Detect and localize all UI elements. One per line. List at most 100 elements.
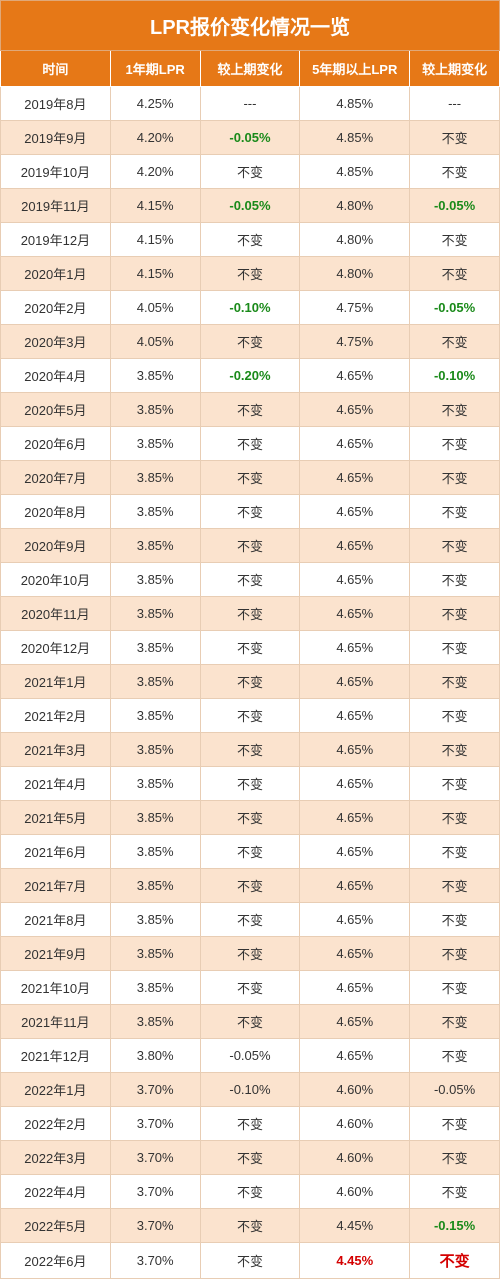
cell-lpr1: 3.85% (110, 971, 200, 1005)
cell-lpr5: 4.85% (300, 87, 410, 121)
cell-chg1: 不变 (200, 835, 300, 869)
cell-lpr5: 4.75% (300, 291, 410, 325)
cell-chg1: -0.05% (200, 189, 300, 223)
cell-chg5: 不变 (410, 903, 500, 937)
cell-lpr1: 3.85% (110, 903, 200, 937)
cell-date: 2021年7月 (1, 869, 111, 903)
cell-chg5: 不变 (410, 257, 500, 291)
cell-chg1: 不变 (200, 427, 300, 461)
cell-lpr1: 4.15% (110, 223, 200, 257)
cell-date: 2022年1月 (1, 1073, 111, 1107)
cell-lpr5: 4.60% (300, 1073, 410, 1107)
cell-lpr1: 4.25% (110, 87, 200, 121)
cell-chg1: 不变 (200, 665, 300, 699)
cell-lpr5: 4.65% (300, 767, 410, 801)
table-row: 2020年5月3.85%不变4.65%不变 (1, 393, 500, 427)
table-row: 2021年10月3.85%不变4.65%不变 (1, 971, 500, 1005)
table-header-row: 时间 1年期LPR 较上期变化 5年期以上LPR 较上期变化 (1, 51, 500, 87)
cell-lpr1: 3.85% (110, 597, 200, 631)
cell-chg5: 不变 (410, 1039, 500, 1073)
cell-chg5: 不变 (410, 869, 500, 903)
cell-lpr1: 3.70% (110, 1209, 200, 1243)
cell-lpr5: 4.65% (300, 393, 410, 427)
cell-date: 2021年9月 (1, 937, 111, 971)
cell-date: 2022年2月 (1, 1107, 111, 1141)
cell-lpr1: 4.20% (110, 155, 200, 189)
cell-date: 2021年3月 (1, 733, 111, 767)
table-row: 2019年10月4.20%不变4.85%不变 (1, 155, 500, 189)
table-row: 2020年11月3.85%不变4.65%不变 (1, 597, 500, 631)
table-row: 2020年9月3.85%不变4.65%不变 (1, 529, 500, 563)
cell-lpr1: 3.85% (110, 631, 200, 665)
cell-lpr5: 4.75% (300, 325, 410, 359)
cell-date: 2021年5月 (1, 801, 111, 835)
cell-chg5: 不变 (410, 155, 500, 189)
table-row: 2021年3月3.85%不变4.65%不变 (1, 733, 500, 767)
cell-chg1: 不变 (200, 563, 300, 597)
cell-chg5: 不变 (410, 1141, 500, 1175)
cell-chg5: -0.15% (410, 1209, 500, 1243)
cell-lpr1: 3.85% (110, 1005, 200, 1039)
cell-lpr1: 4.05% (110, 291, 200, 325)
cell-date: 2022年5月 (1, 1209, 111, 1243)
cell-date: 2020年11月 (1, 597, 111, 631)
col-time: 时间 (1, 51, 111, 87)
cell-chg5: -0.05% (410, 291, 500, 325)
table-row: 2021年8月3.85%不变4.65%不变 (1, 903, 500, 937)
col-chg1: 较上期变化 (200, 51, 300, 87)
cell-lpr5: 4.65% (300, 1039, 410, 1073)
cell-chg5: 不变 (410, 597, 500, 631)
cell-lpr5: 4.85% (300, 121, 410, 155)
col-lpr1: 1年期LPR (110, 51, 200, 87)
cell-date: 2021年10月 (1, 971, 111, 1005)
cell-lpr1: 3.85% (110, 835, 200, 869)
cell-chg5: 不变 (410, 223, 500, 257)
cell-lpr5: 4.60% (300, 1107, 410, 1141)
cell-lpr5: 4.60% (300, 1141, 410, 1175)
cell-chg5: 不变 (410, 427, 500, 461)
cell-date: 2021年1月 (1, 665, 111, 699)
table-row: 2019年12月4.15%不变4.80%不变 (1, 223, 500, 257)
cell-lpr5: 4.45% (300, 1243, 410, 1279)
cell-chg1: 不变 (200, 495, 300, 529)
cell-chg5: 不变 (410, 801, 500, 835)
cell-date: 2022年3月 (1, 1141, 111, 1175)
cell-chg5: 不变 (410, 563, 500, 597)
cell-chg1: -0.20% (200, 359, 300, 393)
cell-lpr1: 3.70% (110, 1107, 200, 1141)
cell-lpr1: 3.85% (110, 393, 200, 427)
cell-date: 2020年4月 (1, 359, 111, 393)
cell-lpr1: 3.85% (110, 767, 200, 801)
cell-lpr1: 3.70% (110, 1141, 200, 1175)
cell-lpr5: 4.65% (300, 665, 410, 699)
cell-date: 2021年8月 (1, 903, 111, 937)
cell-lpr5: 4.65% (300, 937, 410, 971)
lpr-table: LPR报价变化情况一览 时间 1年期LPR 较上期变化 5年期以上LPR 较上期… (0, 0, 500, 1279)
cell-date: 2021年11月 (1, 1005, 111, 1039)
cell-chg1: 不变 (200, 699, 300, 733)
cell-chg5: 不变 (410, 529, 500, 563)
cell-chg1: 不变 (200, 1107, 300, 1141)
cell-lpr1: 3.85% (110, 529, 200, 563)
cell-chg1: 不变 (200, 1175, 300, 1209)
cell-chg5: 不变 (410, 461, 500, 495)
cell-date: 2021年4月 (1, 767, 111, 801)
table-row: 2021年1月3.85%不变4.65%不变 (1, 665, 500, 699)
cell-chg1: 不变 (200, 767, 300, 801)
cell-lpr5: 4.80% (300, 189, 410, 223)
cell-chg1: 不变 (200, 257, 300, 291)
cell-chg1: --- (200, 87, 300, 121)
cell-chg1: 不变 (200, 1141, 300, 1175)
col-chg5: 较上期变化 (410, 51, 500, 87)
cell-date: 2019年11月 (1, 189, 111, 223)
table-row: 2019年9月4.20%-0.05%4.85%不变 (1, 121, 500, 155)
cell-chg1: 不变 (200, 325, 300, 359)
cell-date: 2020年12月 (1, 631, 111, 665)
table-row: 2021年4月3.85%不变4.65%不变 (1, 767, 500, 801)
cell-date: 2020年6月 (1, 427, 111, 461)
cell-lpr1: 4.15% (110, 257, 200, 291)
cell-lpr1: 3.80% (110, 1039, 200, 1073)
cell-lpr5: 4.80% (300, 223, 410, 257)
table-title: LPR报价变化情况一览 (1, 1, 500, 51)
cell-chg5: 不变 (410, 1005, 500, 1039)
